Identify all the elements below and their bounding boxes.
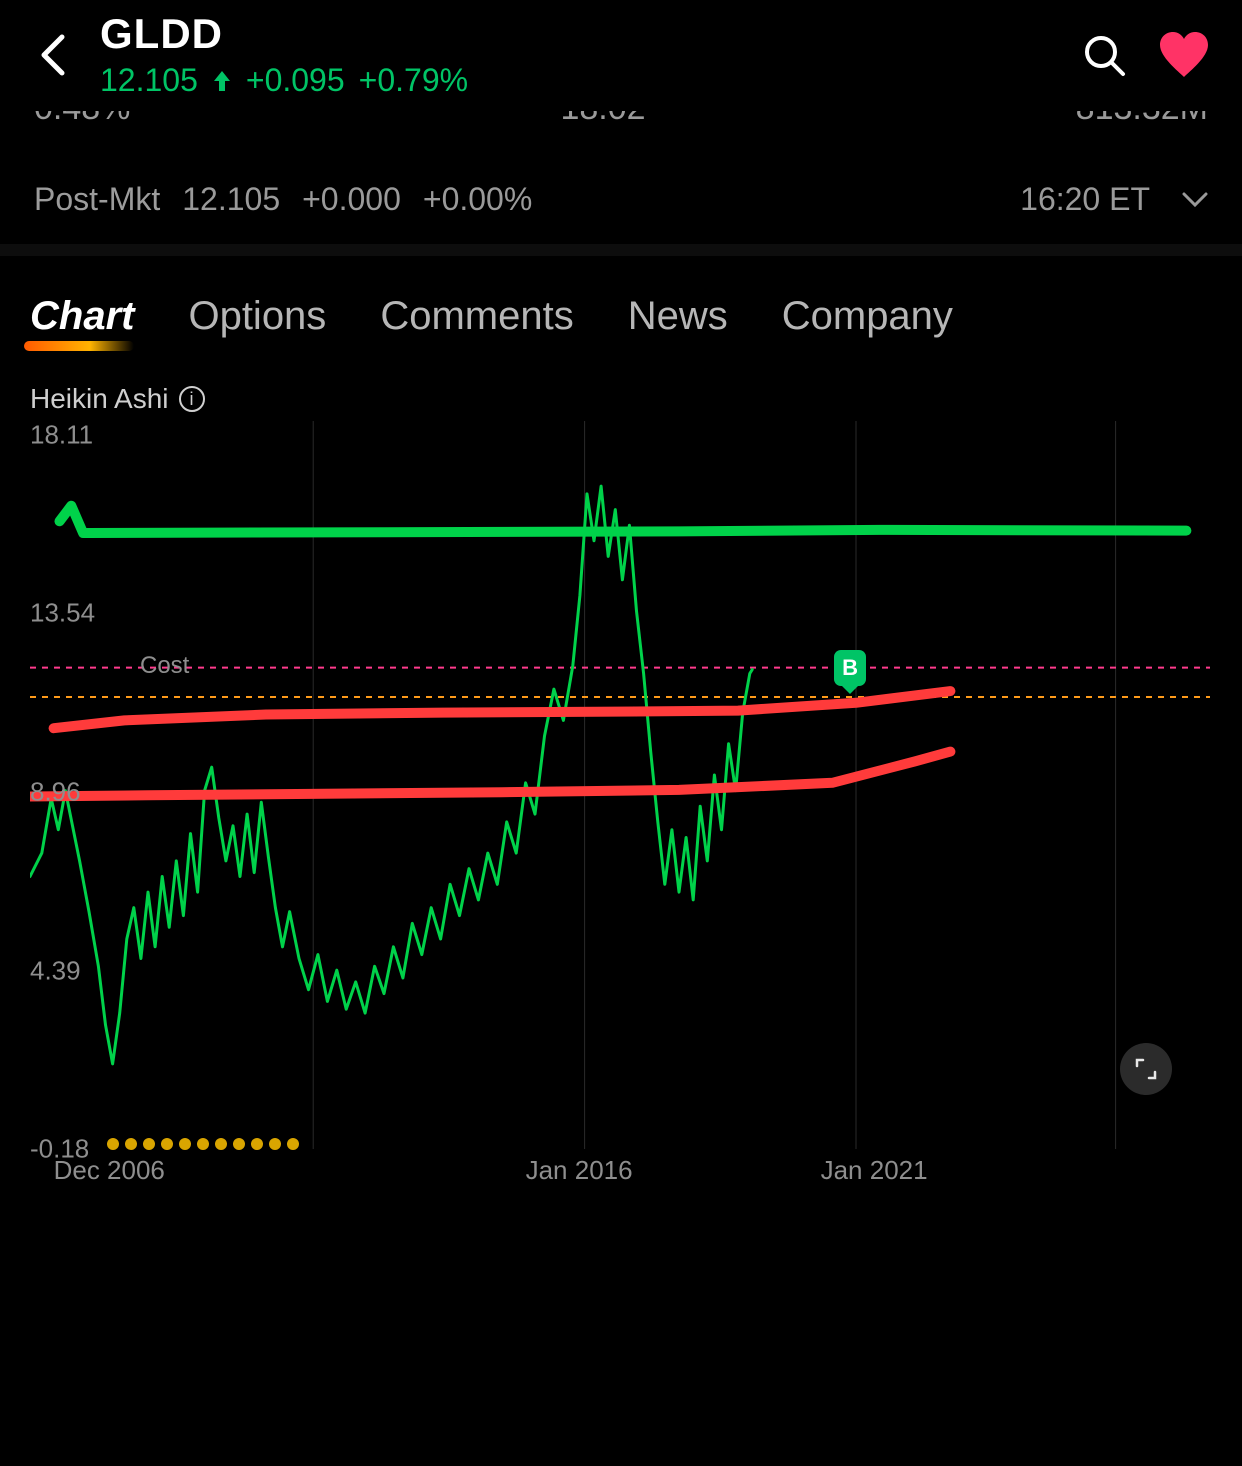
stat-right: 813.32M xyxy=(1076,111,1208,123)
tab-news[interactable]: News xyxy=(628,294,728,349)
chart-section: Heikin Ashi i Cost B 18.1113.548.964.39-… xyxy=(30,383,1212,1191)
x-axis-label: Jan 2021 xyxy=(821,1155,928,1186)
expand-chart-button[interactable] xyxy=(1120,1043,1172,1095)
dividend-dot xyxy=(233,1138,245,1150)
tab-comments[interactable]: Comments xyxy=(380,294,573,349)
dividend-dot xyxy=(107,1138,119,1150)
dividend-dot xyxy=(125,1138,137,1150)
up-arrow-icon xyxy=(212,69,232,93)
postmkt-price: 12.105 xyxy=(182,181,280,218)
postmkt-time: 16:20 ET xyxy=(1020,181,1150,218)
info-icon[interactable]: i xyxy=(179,386,205,412)
section-divider xyxy=(0,244,1242,256)
y-axis-label: 13.54 xyxy=(30,598,95,629)
dividend-dot xyxy=(179,1138,191,1150)
search-button[interactable] xyxy=(1076,27,1132,83)
tab-chart[interactable]: Chart xyxy=(30,294,134,349)
chart-indicator-label: Heikin Ashi xyxy=(30,383,169,415)
favorite-button[interactable] xyxy=(1156,27,1212,83)
chart-canvas xyxy=(30,421,1210,1191)
ticker-price-row: 12.105 +0.095 +0.79% xyxy=(100,62,1052,99)
y-axis-label: 4.39 xyxy=(30,955,81,986)
tab-company[interactable]: Company xyxy=(782,294,953,349)
x-axis-label: Dec 2006 xyxy=(54,1155,165,1186)
dividend-dot xyxy=(215,1138,227,1150)
back-button[interactable] xyxy=(30,32,76,78)
buy-marker[interactable]: B xyxy=(834,650,866,686)
header: GLDD 12.105 +0.095 +0.79% xyxy=(0,0,1242,117)
postmarket-row[interactable]: Post-Mkt 12.105 +0.000 +0.00% 16:20 ET xyxy=(0,145,1242,244)
postmkt-percent: +0.00% xyxy=(423,181,532,218)
y-axis-label: 18.11 xyxy=(30,420,93,451)
dividend-dot xyxy=(143,1138,155,1150)
y-axis-label: 8.96 xyxy=(30,777,81,808)
ticker-block: GLDD 12.105 +0.095 +0.79% xyxy=(100,10,1052,99)
postmkt-change: +0.000 xyxy=(302,181,401,218)
chevron-down-icon xyxy=(1182,192,1208,208)
ticker-symbol: GLDD xyxy=(100,10,1052,58)
tab-bar: Chart Options Comments News Company xyxy=(0,256,1242,365)
dividend-dot xyxy=(269,1138,281,1150)
dividend-dot xyxy=(251,1138,263,1150)
chart-area[interactable]: Cost B 18.1113.548.964.39-0.18Dec 2006Ja… xyxy=(30,421,1210,1191)
stat-mid: 18.02 xyxy=(560,111,645,123)
chart-indicator-row[interactable]: Heikin Ashi i xyxy=(30,383,1212,415)
dividend-dot xyxy=(161,1138,173,1150)
x-axis-label: Jan 2016 xyxy=(526,1155,633,1186)
tab-options[interactable]: Options xyxy=(188,294,326,349)
stat-left: 0.48% xyxy=(34,111,130,123)
ticker-percent: +0.79% xyxy=(359,62,468,99)
dividend-dot xyxy=(287,1138,299,1150)
stats-row-cutoff: 0.48% 18.02 813.32M xyxy=(0,111,1242,145)
ticker-price: 12.105 xyxy=(100,62,198,99)
ticker-change: +0.095 xyxy=(246,62,345,99)
dividend-dots xyxy=(107,1138,299,1150)
postmkt-label: Post-Mkt xyxy=(34,181,160,218)
cost-line-label: Cost xyxy=(140,652,189,680)
dividend-dot xyxy=(197,1138,209,1150)
